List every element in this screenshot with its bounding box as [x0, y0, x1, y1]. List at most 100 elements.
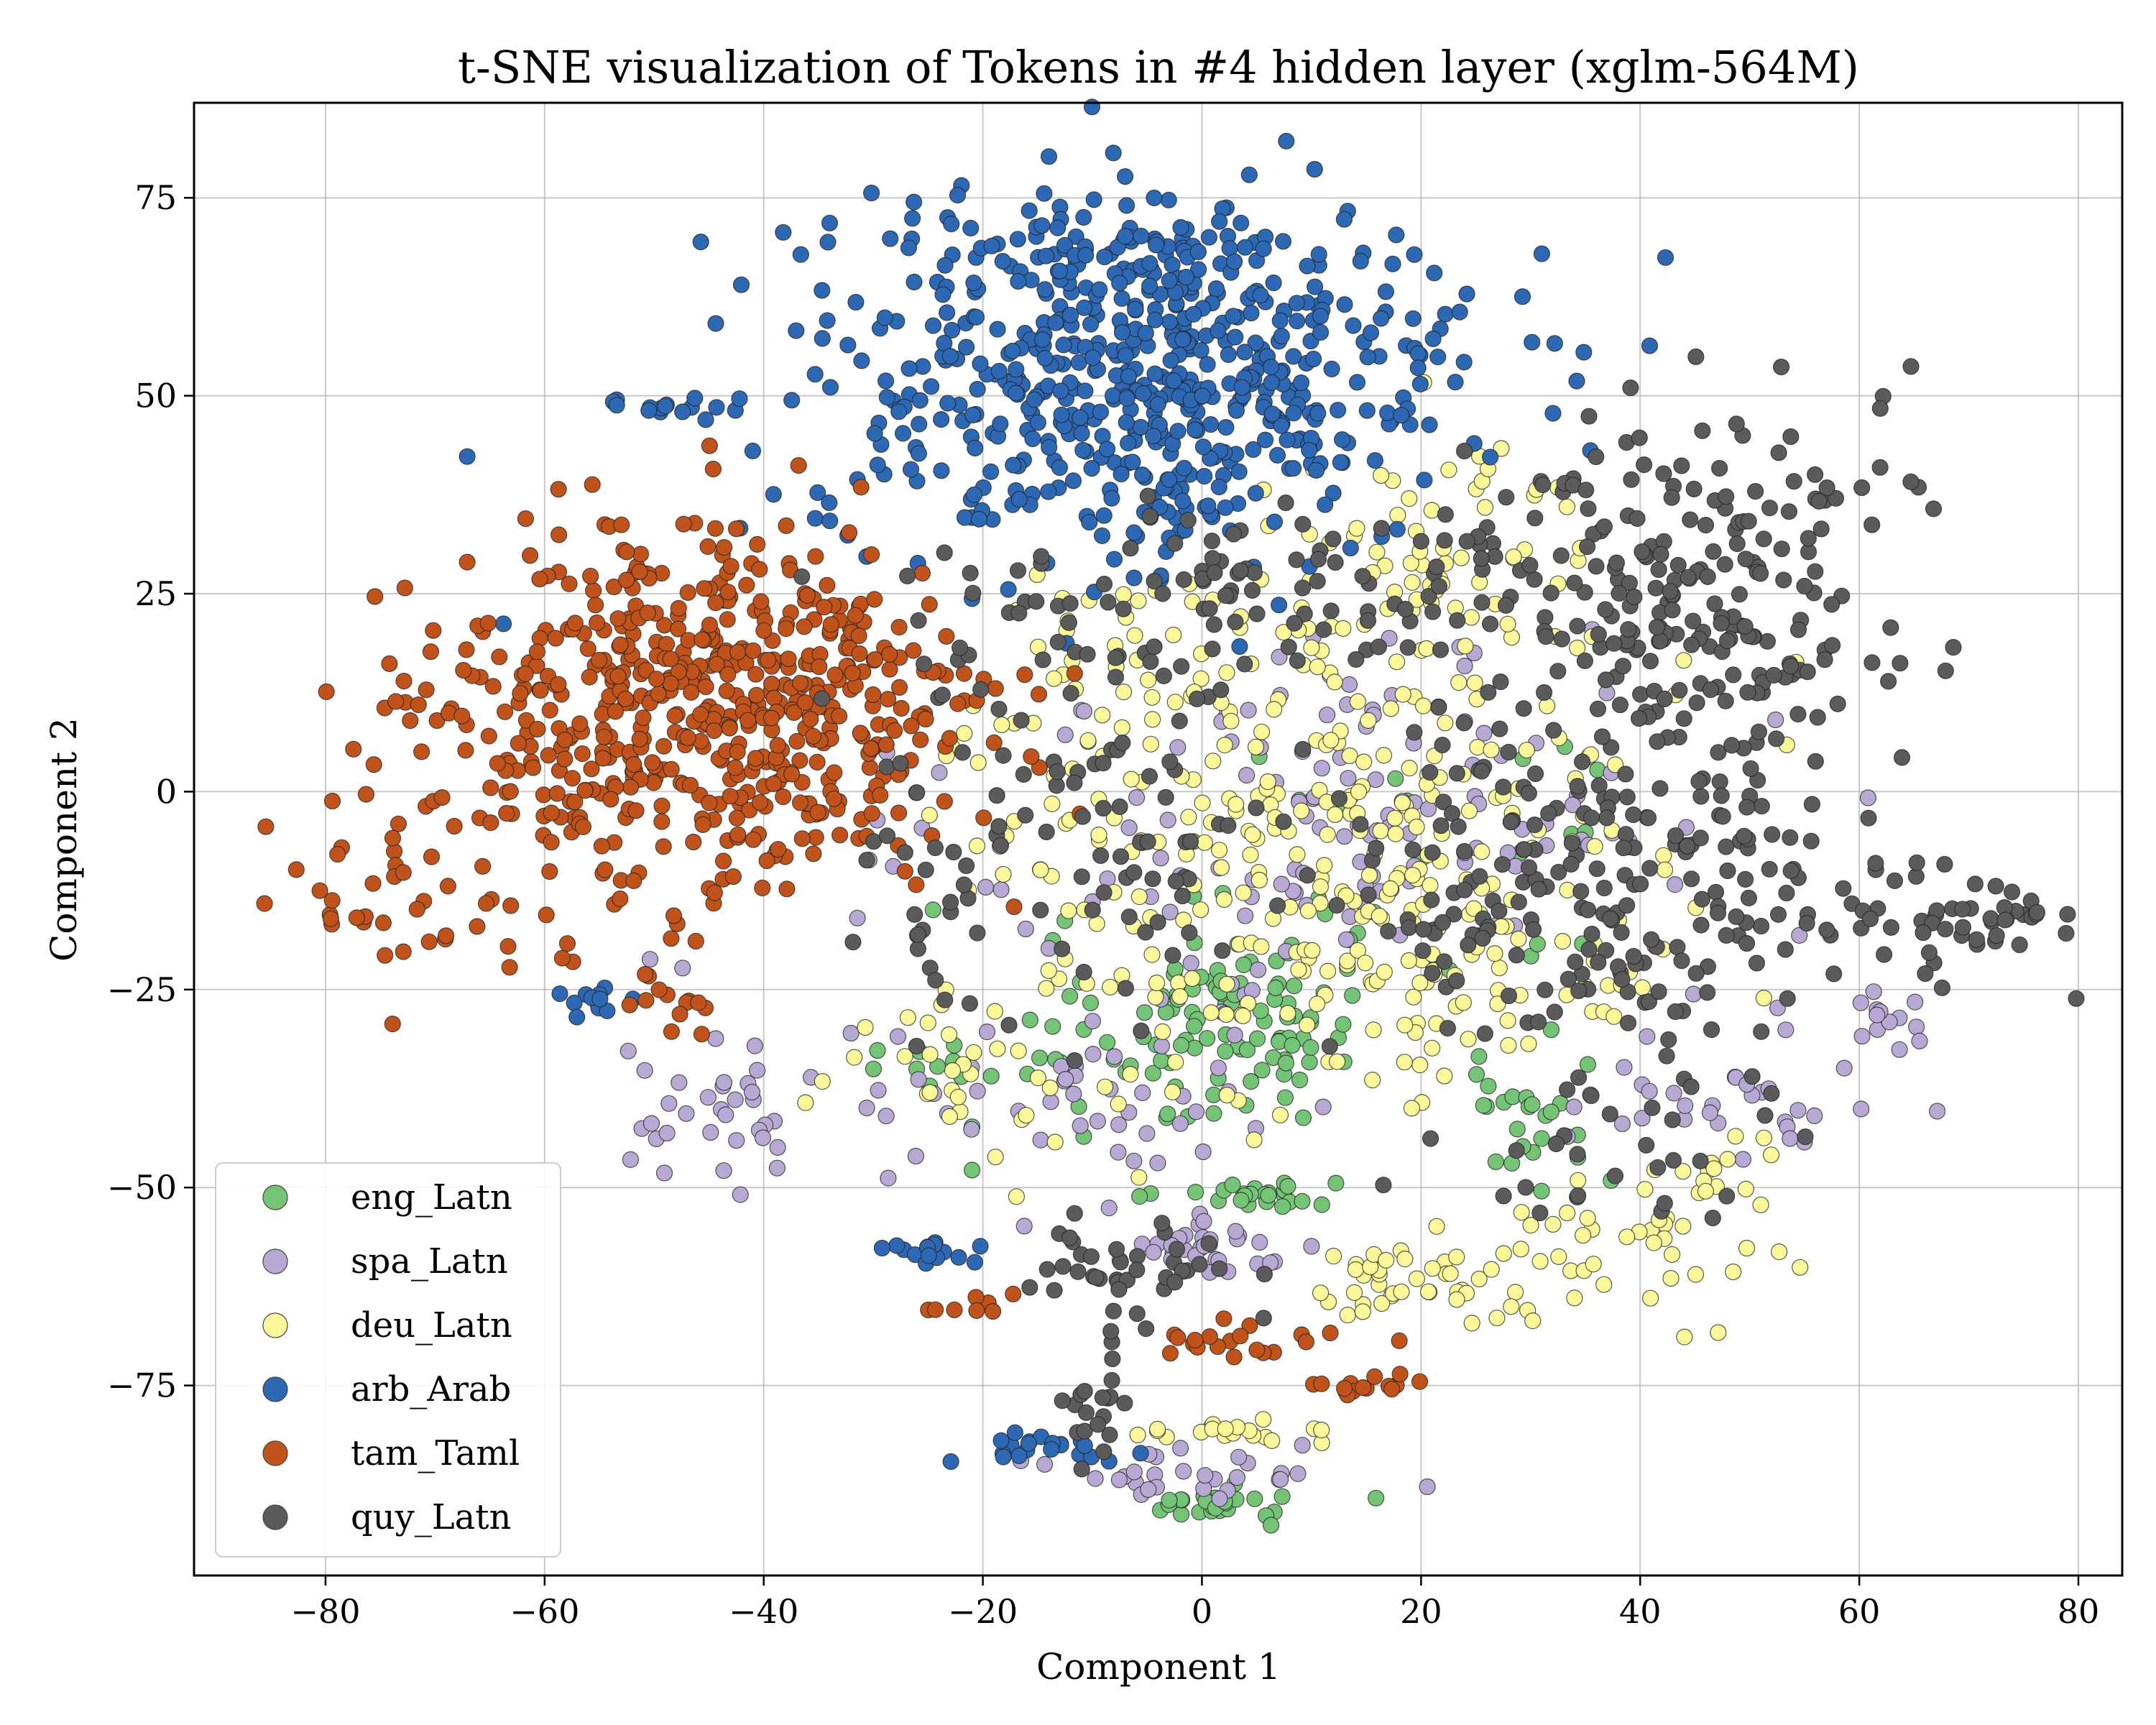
point-arb_Arab: [1064, 472, 1082, 489]
point-quy_Latn: [1082, 1248, 1100, 1266]
point-spa_Latn: [1175, 1463, 1192, 1480]
point-quy_Latn: [1566, 574, 1583, 592]
point-quy_Latn: [1204, 550, 1221, 567]
point-tam_Taml: [729, 826, 747, 843]
point-tam_Taml: [715, 538, 733, 556]
point-arb_Arab: [950, 1248, 967, 1266]
point-tam_Taml: [543, 834, 560, 851]
point-eng_Latn: [1161, 1491, 1178, 1509]
point-deu_Latn: [1354, 1303, 1371, 1320]
point-quy_Latn: [1549, 663, 1567, 680]
point-quy_Latn: [1613, 970, 1631, 988]
point-spa_Latn: [1100, 1199, 1118, 1217]
point-quy_Latn: [1617, 826, 1634, 843]
point-spa_Latn: [1340, 770, 1357, 787]
point-arb_Arab: [1077, 382, 1094, 400]
point-deu_Latn: [969, 754, 987, 771]
point-deu_Latn: [1382, 880, 1399, 898]
point-tam_Taml: [729, 643, 747, 661]
point-deu_Latn: [1271, 1106, 1289, 1123]
point-deu_Latn: [1360, 712, 1377, 730]
point-quy_Latn: [1764, 826, 1781, 843]
point-quy_Latn: [1579, 538, 1596, 556]
point-deu_Latn: [1348, 520, 1365, 537]
point-quy_Latn: [1322, 602, 1340, 620]
point-arb_Arab: [905, 193, 923, 211]
point-tam_Taml: [722, 558, 740, 575]
point-deu_Latn: [1771, 1243, 1788, 1261]
point-quy_Latn: [1725, 666, 1742, 684]
point-tam_Taml: [747, 666, 765, 683]
point-quy_Latn: [1782, 428, 1800, 446]
point-quy_Latn: [1728, 908, 1745, 926]
point-quy_Latn: [1520, 784, 1537, 802]
legend-box: [215, 1162, 561, 1558]
point-arb_Arab: [1233, 379, 1250, 396]
legend-label-quy_Latn: quy_Latn: [351, 1497, 511, 1537]
point-quy_Latn: [936, 991, 954, 1008]
point-eng_Latn: [1262, 1517, 1280, 1534]
point-eng_Latn: [1253, 1062, 1271, 1079]
point-arb_Arab: [1010, 1447, 1028, 1465]
point-tam_Taml: [556, 750, 573, 768]
point-arb_Arab: [1093, 527, 1111, 545]
point-arb_Arab: [1252, 287, 1269, 304]
point-tam_Taml: [885, 722, 903, 740]
point-eng_Latn: [1294, 1192, 1311, 1210]
point-eng_Latn: [1487, 1153, 1504, 1171]
point-quy_Latn: [1560, 970, 1577, 988]
point-arb_Arab: [1047, 314, 1064, 331]
point-quy_Latn: [1589, 700, 1607, 717]
point-arb_Arab: [1049, 219, 1067, 236]
point-quy_Latn: [1680, 569, 1697, 586]
point-deu_Latn: [987, 1149, 1004, 1166]
point-tam_Taml: [459, 553, 476, 571]
point-tam_Taml: [548, 785, 566, 802]
point-deu_Latn: [1110, 1095, 1127, 1113]
point-deu_Latn: [989, 1040, 1006, 1057]
point-arb_Arab: [1416, 472, 1433, 489]
point-quy_Latn: [1115, 600, 1132, 617]
point-tam_Taml: [719, 611, 736, 628]
point-spa_Latn: [1340, 676, 1358, 694]
point-spa_Latn: [707, 1030, 724, 1047]
point-eng_Latn: [924, 901, 941, 919]
point-arb_Arab: [966, 1254, 984, 1271]
point-tam_Taml: [402, 712, 419, 730]
point-quy_Latn: [1164, 947, 1181, 964]
point-quy_Latn: [2028, 903, 2046, 921]
point-tam_Taml: [763, 709, 780, 727]
point-quy_Latn: [2068, 990, 2085, 1007]
point-eng_Latn: [1135, 1004, 1153, 1021]
point-quy_Latn: [962, 564, 979, 581]
point-quy_Latn: [1054, 1258, 1072, 1275]
point-spa_Latn: [1194, 1143, 1212, 1161]
point-arb_Arab: [970, 510, 988, 528]
point-quy_Latn: [1588, 558, 1605, 575]
point-deu_Latn: [1513, 1204, 1530, 1221]
point-tam_Taml: [826, 666, 844, 684]
point-arb_Arab: [707, 315, 724, 332]
point-spa_Latn: [1419, 1478, 1436, 1496]
point-deu_Latn: [1327, 806, 1344, 824]
y-tick-label: 75: [134, 178, 177, 217]
point-quy_Latn: [1476, 1025, 1493, 1042]
point-arb_Arab: [1388, 226, 1405, 244]
point-arb_Arab: [1137, 324, 1154, 342]
point-tam_Taml: [722, 788, 739, 805]
plot-frame: [193, 101, 2124, 1577]
point-quy_Latn: [1567, 953, 1584, 970]
point-arb_Arab: [657, 397, 674, 415]
point-quy_Latn: [1598, 942, 1615, 959]
point-tam_Taml: [872, 786, 889, 804]
point-arb_Arab: [1132, 1445, 1149, 1462]
point-deu_Latn: [1045, 670, 1063, 687]
point-quy_Latn: [1797, 1128, 1814, 1146]
point-arb_Arab: [1070, 354, 1087, 371]
point-deu_Latn: [1388, 653, 1406, 671]
point-quy_Latn: [1248, 605, 1266, 622]
x-axis-label: Component 1: [1036, 1646, 1281, 1688]
point-tam_Taml: [796, 618, 813, 635]
y-tick-label: 50: [134, 377, 177, 415]
point-tam_Taml: [729, 743, 746, 760]
